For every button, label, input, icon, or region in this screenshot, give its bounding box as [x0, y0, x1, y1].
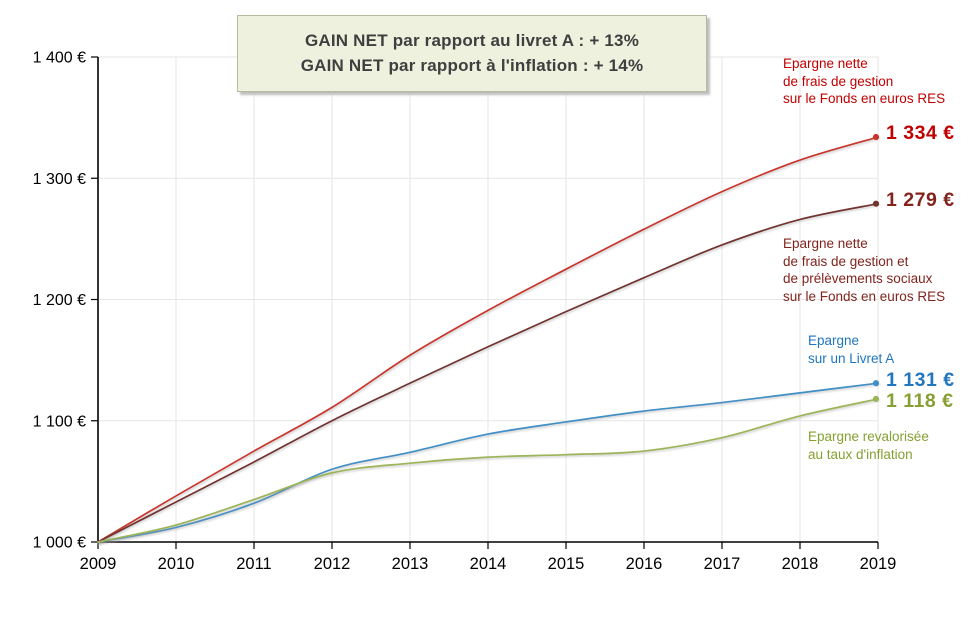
- label-line: Epargne revalorisée: [808, 429, 929, 444]
- x-tick-label: 2012: [314, 555, 351, 573]
- y-tick-label: 1 000 €: [33, 535, 86, 552]
- x-tick-label: 2013: [392, 555, 429, 573]
- label-line: de prélèvements sociaux: [783, 271, 933, 286]
- x-tick-label: 2019: [860, 555, 897, 573]
- y-tick-label: 1 300 €: [33, 171, 86, 188]
- gain-vs-inflation-text: GAIN NET par rapport à l'inflation : + 1…: [300, 56, 644, 75]
- label-line: au taux d'inflation: [808, 446, 913, 462]
- x-tick-label: 2016: [626, 555, 663, 573]
- series-end-marker-epargne-res-nette-frais-et-prelevements: [872, 200, 880, 207]
- label-line: de frais de gestion et: [783, 253, 909, 269]
- x-tick-label: 2011: [236, 555, 271, 573]
- series-end-marker-epargne-livret-a: [872, 380, 880, 387]
- y-tick-label: 1 400 €: [33, 50, 86, 67]
- label-epargne-inflation: Epargne revalorisée au taux d'inflation: [808, 428, 929, 463]
- x-tick-label: 2009: [80, 555, 117, 573]
- gain-summary-box: GAIN NET par rapport au livret A : + 13%…: [237, 15, 707, 92]
- gridlines: [98, 56, 879, 542]
- label-epargne-livret-a: Epargne sur un Livret A: [808, 332, 894, 367]
- series-end-marker-epargne-revalorisee-inflation: [872, 395, 880, 403]
- end-value-epargne-inflation: 1 118 €: [886, 390, 954, 412]
- label-line: sur le Fonds en euros RES: [783, 91, 946, 106]
- label-epargne-res-nette-frais: Epargne nette de frais de gestion sur le…: [783, 55, 945, 108]
- x-tick-label: 2017: [704, 555, 741, 573]
- end-value-epargne-res-nette-frais-prelevements: 1 279 €: [886, 189, 955, 211]
- series-line-epargne-res-nette-frais-gestion: [97, 136, 879, 543]
- axis-ticks: 1 000 € 1 100 € 1 200 € 1 300 € 1 400 € 2009 2…: [33, 50, 897, 574]
- end-value-epargne-livret-a: 1 131 €: [886, 369, 955, 391]
- end-value-epargne-res-nette-frais: 1 334 €: [886, 122, 955, 144]
- label-line: de frais de gestion: [783, 73, 894, 89]
- x-tick-label: 2018: [782, 555, 819, 573]
- x-tick-label: 2010: [158, 555, 195, 573]
- series-line-epargne-revalorisee-inflation: [97, 398, 879, 543]
- series-end-marker-epargne-res-nette-frais-gestion: [872, 133, 880, 141]
- label-line: Epargne nette: [783, 56, 868, 71]
- series-line-epargne-res-nette-frais-et-prelevements: [97, 202, 879, 543]
- x-tick-label: 2014: [470, 555, 507, 573]
- y-tick-label: 1 100 €: [33, 413, 86, 430]
- label-line: sur le Fonds en euros RES: [783, 288, 946, 304]
- label-line: Epargne nette: [783, 236, 868, 251]
- label-line: sur un Livret A: [808, 350, 895, 366]
- label-epargne-res-nette-frais-prelevements: Epargne nette de frais de gestion et de …: [783, 235, 945, 305]
- series-line-epargne-livret-a: [97, 382, 879, 543]
- y-tick-label: 1 200 €: [33, 292, 86, 309]
- label-line: Epargne: [808, 333, 860, 348]
- gain-vs-livret-a-text: GAIN NET par rapport au livret A : + 13%: [304, 31, 640, 50]
- x-tick-label: 2015: [548, 555, 585, 573]
